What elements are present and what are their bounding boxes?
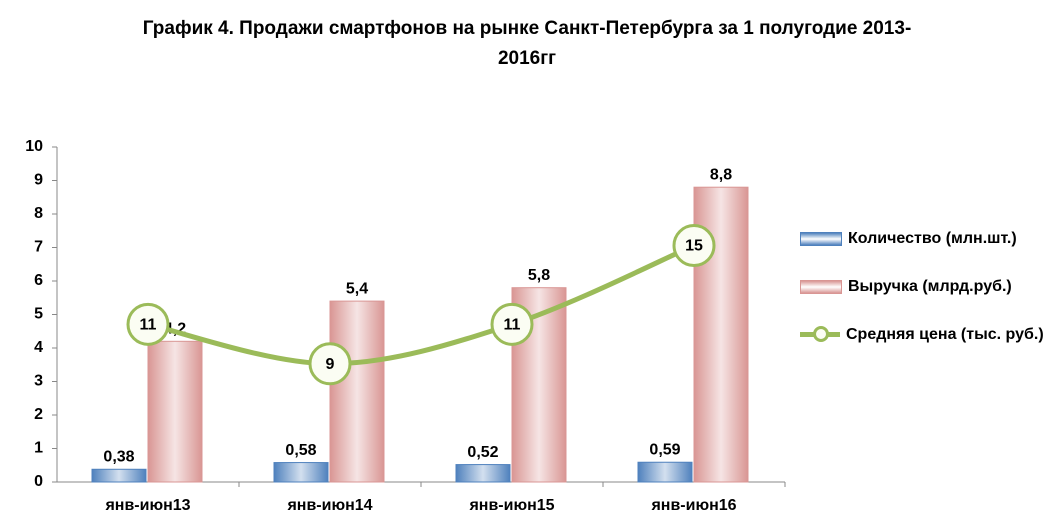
legend-item: Средняя цена (тыс. руб.) [800, 324, 1050, 346]
legend-swatch [800, 232, 842, 246]
legend-swatch [800, 280, 842, 294]
bar [455, 464, 511, 483]
bar [91, 468, 147, 483]
line-marker [126, 302, 170, 346]
bar-label: 0,59 [649, 441, 680, 458]
y-tick-label: 8 [34, 205, 43, 222]
legend-label: Средняя цена (тыс. руб.) [846, 326, 1044, 343]
line-marker [490, 302, 534, 346]
x-tick-label: янв-июн13 [104, 497, 190, 514]
line-label: 11 [504, 317, 521, 334]
y-tick-label: 1 [34, 440, 43, 457]
legend-label: Количество (млн.шт.) [848, 230, 1017, 247]
y-tick-label: 9 [34, 172, 43, 189]
bar-label: 5,8 [528, 267, 550, 284]
bar [273, 462, 329, 483]
line-label: 15 [685, 238, 703, 255]
bar-label: 0,38 [103, 448, 134, 465]
bar [637, 461, 693, 483]
legend-label: Выручка (млрд.руб.) [848, 278, 1012, 295]
y-tick-label: 3 [34, 373, 43, 390]
bar [329, 300, 385, 483]
y-tick-label: 6 [34, 272, 43, 289]
y-tick-label: 4 [34, 339, 43, 356]
y-tick-label: 5 [34, 306, 43, 323]
bar-label: 0,58 [285, 442, 316, 459]
legend-swatch [800, 326, 840, 342]
chart-title: График 4. Продажи смартфонов на рынке Са… [142, 18, 912, 69]
bar-label: 0,52 [467, 444, 498, 461]
bar-label: 8,8 [710, 166, 732, 183]
line [147, 243, 695, 367]
x-tick-label: янв-июн15 [468, 497, 554, 514]
y-tick-label: 10 [25, 138, 43, 155]
y-tick-label: 2 [34, 406, 43, 423]
y-tick-label: 7 [34, 239, 43, 256]
y-tick-label: 0 [34, 473, 43, 490]
line-label: 11 [140, 317, 157, 334]
x-tick-label: янв-июн16 [650, 497, 736, 514]
line-marker [672, 224, 716, 268]
legend-item: Количество (млн.шт.) [800, 228, 1050, 250]
legend: Количество (млн.шт.) Выручка (млрд.руб.) С… [800, 228, 1050, 372]
x-tick-label: янв-июн14 [286, 497, 372, 514]
bar [147, 340, 203, 483]
line-marker [308, 342, 352, 386]
line-label: 9 [326, 356, 335, 373]
bar-label: 5,4 [346, 280, 368, 297]
legend-item: Выручка (млрд.руб.) [800, 276, 1050, 298]
